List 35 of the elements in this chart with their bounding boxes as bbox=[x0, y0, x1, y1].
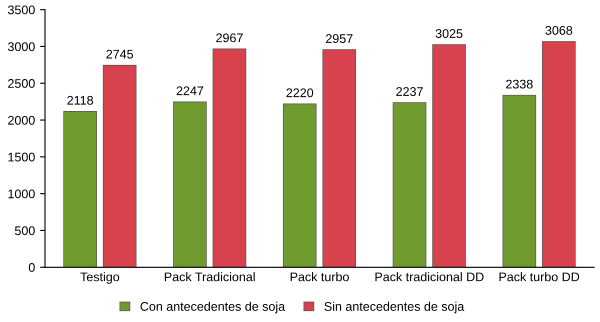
x-tick-label: Pack tradicional DD bbox=[375, 272, 484, 282]
data-label: 2967 bbox=[216, 33, 243, 42]
legend-label: Con antecedentes de soja bbox=[140, 302, 286, 314]
y-tick-label: 3500 bbox=[8, 5, 35, 14]
bar bbox=[173, 102, 207, 268]
x-tick-label: Pack turbo bbox=[290, 272, 349, 282]
y-tick-label: 0 bbox=[28, 263, 35, 272]
bar bbox=[392, 102, 426, 268]
bar bbox=[502, 94, 536, 268]
bar bbox=[432, 44, 466, 268]
x-tick-label: Testigo bbox=[80, 272, 120, 284]
x-tick-label: Pack Tradicional bbox=[164, 272, 255, 282]
data-label: 2745 bbox=[106, 50, 134, 59]
legend-label: Sin antecedentes de soja bbox=[324, 302, 464, 314]
y-tick-label: 1500 bbox=[8, 152, 35, 162]
data-label: 2118 bbox=[67, 96, 94, 105]
bar bbox=[212, 48, 246, 268]
bar bbox=[322, 49, 356, 268]
y-tick-label: 1000 bbox=[8, 189, 35, 198]
x-tick-label: Pack turbo DD bbox=[499, 272, 580, 282]
y-tick-label: 500 bbox=[14, 226, 35, 236]
data-label: 2237 bbox=[396, 87, 423, 96]
bar bbox=[542, 41, 576, 268]
data-label: 3068 bbox=[545, 26, 572, 35]
data-label: 2957 bbox=[326, 34, 353, 43]
bar bbox=[282, 104, 317, 268]
y-tick-label: 2000 bbox=[8, 116, 35, 125]
data-label: 2220 bbox=[286, 88, 314, 98]
y-tick-label: 2500 bbox=[8, 79, 35, 88]
data-label: 3025 bbox=[436, 29, 462, 38]
data-label: 2338 bbox=[506, 80, 533, 89]
y-tick-label: 3000 bbox=[8, 42, 35, 52]
data-label: 2247 bbox=[176, 86, 204, 96]
bar bbox=[102, 64, 136, 268]
bar bbox=[63, 111, 97, 268]
